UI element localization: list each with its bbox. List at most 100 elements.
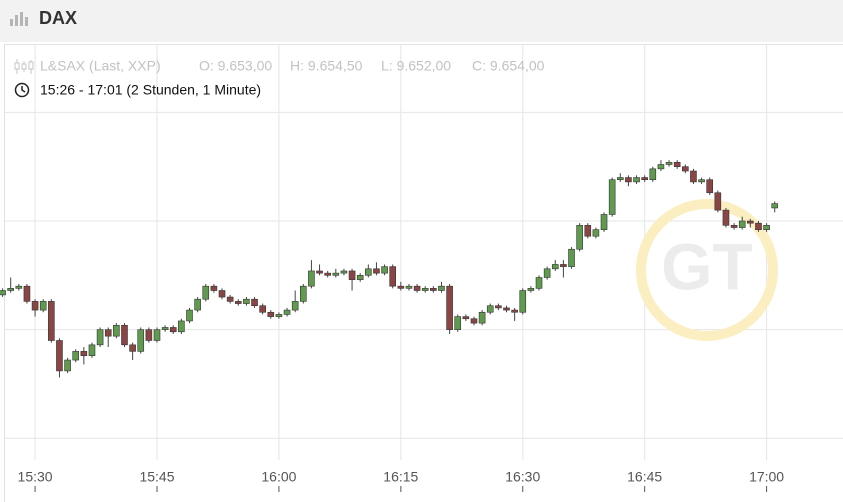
candle-body xyxy=(568,248,575,267)
candle-body xyxy=(218,290,226,298)
x-tick-label: 16:30 xyxy=(505,469,540,485)
candle-body xyxy=(584,225,592,237)
candle-body xyxy=(275,314,283,317)
chart-subtitle: 15:26 - 17:01 (2 Stunden, 1 Minute) xyxy=(40,82,261,98)
candle-body xyxy=(633,177,640,183)
legend-low: L: 9.652,00 xyxy=(381,58,451,74)
candle-body xyxy=(291,301,299,311)
candle-body xyxy=(7,288,14,291)
candle-body xyxy=(438,285,445,291)
candle-body xyxy=(503,307,510,311)
candle-body xyxy=(129,344,136,352)
candle-body xyxy=(348,270,356,280)
candle-body xyxy=(72,351,80,361)
candle-body xyxy=(243,298,250,304)
candle-body xyxy=(381,266,388,274)
candle-body xyxy=(56,340,63,372)
candle-body xyxy=(104,329,112,337)
x-tick-label: 15:30 xyxy=(18,469,53,485)
legend-close: C: 9.654,00 xyxy=(472,58,545,74)
candle-body xyxy=(113,324,120,337)
candle-body xyxy=(600,214,608,230)
candle-body xyxy=(137,329,145,352)
candle-body xyxy=(551,264,559,270)
x-tick-label: 15:45 xyxy=(139,469,174,485)
candle-body xyxy=(690,170,697,183)
candle-body xyxy=(730,225,738,228)
candle-body xyxy=(324,272,331,276)
candle-body xyxy=(169,327,177,333)
candle-body xyxy=(462,316,470,320)
candle-body xyxy=(145,329,153,341)
candle-body xyxy=(560,264,567,267)
candle-body xyxy=(673,162,681,167)
candle-body xyxy=(332,272,340,276)
candle-body xyxy=(454,316,462,330)
candle-body xyxy=(80,351,88,357)
candle-body xyxy=(23,285,31,302)
candle-body xyxy=(430,288,437,291)
header-icon xyxy=(10,12,28,26)
legend-icon xyxy=(14,59,34,74)
candle-body xyxy=(39,301,47,311)
candle-body xyxy=(153,329,161,341)
candle-body xyxy=(308,270,315,287)
candle-body xyxy=(267,311,275,317)
candle-body xyxy=(15,285,23,289)
candle-body xyxy=(194,298,201,311)
watermark: GT xyxy=(636,199,778,341)
candle-body xyxy=(64,359,71,372)
candle-body xyxy=(616,177,624,181)
candle-body xyxy=(478,311,486,324)
candle-body xyxy=(31,301,39,311)
candle-body xyxy=(283,309,291,315)
header-bar xyxy=(0,0,843,42)
legend-open: O: 9.653,00 xyxy=(199,58,272,74)
candle-body xyxy=(316,270,323,274)
candle-body xyxy=(470,318,478,324)
candle-body xyxy=(389,266,397,287)
candle-body xyxy=(625,177,632,183)
candle-body xyxy=(356,275,364,280)
candle-body xyxy=(373,268,380,274)
candle-body xyxy=(161,327,169,330)
candle-body xyxy=(763,225,770,230)
candle-body xyxy=(48,301,55,341)
candle-body xyxy=(234,301,242,304)
candle-body xyxy=(771,203,779,209)
x-tick-label: 16:00 xyxy=(261,469,296,485)
candle-body xyxy=(251,298,258,307)
candle-body xyxy=(714,192,722,211)
candle-body xyxy=(178,320,185,333)
candle-body xyxy=(421,288,429,291)
candle-body xyxy=(706,179,714,194)
candle-body xyxy=(657,164,665,170)
x-tick-label: 16:45 xyxy=(627,469,662,485)
candle-body xyxy=(96,329,104,346)
candle-body xyxy=(641,177,648,181)
legend-symbol: L&SAX (Last, XXP) xyxy=(40,58,161,74)
candle-body xyxy=(576,225,583,250)
candle-body xyxy=(698,179,705,183)
candle-body xyxy=(527,288,535,291)
candle-body xyxy=(511,309,518,313)
candle-body xyxy=(649,168,657,181)
clock-icon xyxy=(14,82,30,98)
candle-body xyxy=(299,285,307,302)
candle-body xyxy=(365,268,372,276)
svg-text:GT: GT xyxy=(661,229,753,303)
candle-body xyxy=(186,309,193,322)
candle-body xyxy=(210,285,218,291)
candle-body xyxy=(665,162,673,165)
candle-body xyxy=(446,285,453,330)
plot-frame xyxy=(4,44,843,502)
candle-body xyxy=(722,209,730,226)
candle-body xyxy=(340,270,348,274)
candle-body xyxy=(519,290,527,313)
chart-title: DAX xyxy=(39,8,77,28)
candle-body xyxy=(202,285,210,300)
candles xyxy=(0,160,779,378)
candle-body xyxy=(405,285,413,289)
